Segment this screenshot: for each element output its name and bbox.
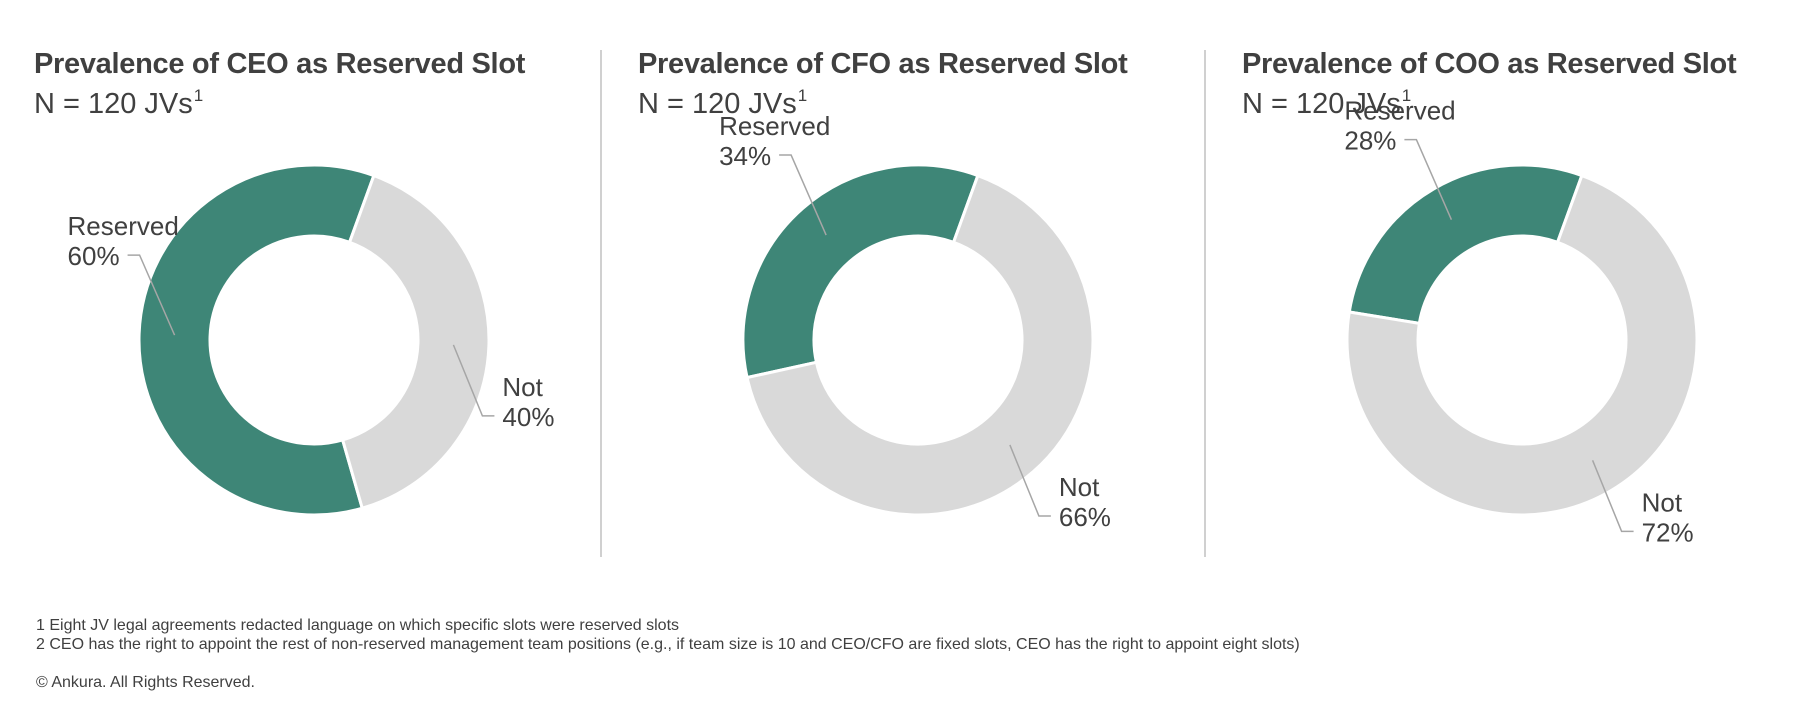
slice-value-label: 28% <box>1344 126 1396 156</box>
chart-subtitle-text: N = 120 JVs <box>1242 88 1401 120</box>
leader-line <box>1591 460 1634 533</box>
slice-value-label: 40% <box>502 402 554 432</box>
slice-value-label: 60% <box>68 241 120 271</box>
slice-category-label: Not <box>1642 487 1683 517</box>
slice-value-label: 66% <box>1059 502 1111 532</box>
slice-value-label: 34% <box>719 141 771 171</box>
panel-divider <box>1204 50 1206 557</box>
footnote-2: 2 CEO has the right to appoint the rest … <box>36 636 1300 653</box>
donut-slice-not <box>1345 173 1699 517</box>
chart-subtitle: N = 120 JVs1 <box>1242 86 1411 121</box>
slice-category-label: Reserved <box>719 111 830 141</box>
slice-category-label: Not <box>1059 472 1100 502</box>
chart-subtitle: N = 120 JVs1 <box>34 86 203 121</box>
leader-line <box>1009 444 1051 517</box>
slice-category-label: Not <box>502 372 543 402</box>
slice-category-label: Reserved <box>68 211 179 241</box>
chart-panel-cfo: Prevalence of CFO as Reserved Slot N = 1… <box>638 44 1198 564</box>
chart-subtitle: N = 120 JVs1 <box>638 86 807 121</box>
footnote-ref: 1 <box>193 86 204 105</box>
footnote-ref: 1 <box>797 86 808 105</box>
leader-line <box>452 344 495 417</box>
chart-title: Prevalence of COO as Reserved Slot <box>1242 48 1737 80</box>
chart-panel-ceo: Prevalence of CEO as Reserved Slot N = 1… <box>34 44 594 564</box>
footnote-ref: 1 <box>1401 86 1412 105</box>
footnote-1: 1 Eight JV legal agreements redacted lan… <box>36 617 680 634</box>
slice-category-label: Reserved <box>1344 96 1455 126</box>
panel-divider <box>600 50 602 557</box>
copyright: © Ankura. All Rights Reserved. <box>36 674 255 691</box>
slice-value-label: 72% <box>1642 517 1694 547</box>
donut-slice-not <box>340 173 491 511</box>
chart-subtitle-text: N = 120 JVs <box>638 88 797 120</box>
chart-subtitle-text: N = 120 JVs <box>34 88 193 120</box>
donut-slice-reserved <box>1347 163 1584 326</box>
donut-slice-reserved <box>137 163 376 517</box>
chart-panel-coo: Prevalence of COO as Reserved Slot N = 1… <box>1242 44 1800 564</box>
donut-slice-not <box>745 173 1095 517</box>
leader-line <box>779 154 827 236</box>
leader-line <box>127 254 176 336</box>
footnotes: 1 Eight JV legal agreements redacted lan… <box>36 616 1300 654</box>
donut-slice-reserved <box>741 163 980 380</box>
chart-title: Prevalence of CFO as Reserved Slot <box>638 48 1128 80</box>
chart-title: Prevalence of CEO as Reserved Slot <box>34 48 526 80</box>
leader-line <box>1404 138 1453 220</box>
